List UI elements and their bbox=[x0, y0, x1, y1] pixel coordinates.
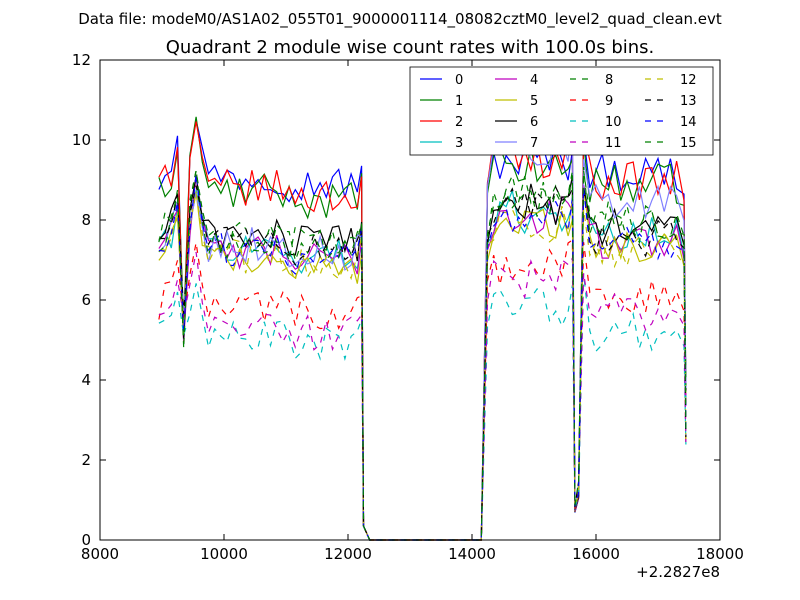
legend-label-11: 11 bbox=[605, 136, 622, 151]
x-tick-label: 14000 bbox=[448, 545, 496, 563]
y-tick-label: 4 bbox=[81, 371, 91, 389]
y-tick-label: 2 bbox=[81, 451, 91, 469]
legend-label-6: 6 bbox=[530, 115, 538, 130]
legend-label-15: 15 bbox=[680, 136, 697, 151]
y-tick-label: 10 bbox=[72, 131, 91, 149]
series-line-12 bbox=[158, 192, 687, 541]
series-line-9 bbox=[158, 238, 687, 541]
y-tick-label: 0 bbox=[81, 531, 91, 549]
x-tick-label: 16000 bbox=[572, 545, 620, 563]
legend-label-3: 3 bbox=[455, 136, 463, 151]
y-tick-label: 12 bbox=[72, 51, 91, 69]
legend-label-9: 9 bbox=[605, 94, 613, 109]
legend-label-7: 7 bbox=[530, 136, 538, 151]
legend-label-1: 1 bbox=[455, 94, 463, 109]
legend-label-10: 10 bbox=[605, 115, 622, 130]
legend-box bbox=[409, 66, 714, 156]
y-tick-label: 6 bbox=[81, 291, 91, 309]
x-tick-label: 10000 bbox=[200, 545, 248, 563]
x-tick-label: 8000 bbox=[81, 545, 119, 563]
y-tick-label: 8 bbox=[81, 211, 91, 229]
legend-label-0: 0 bbox=[455, 73, 463, 88]
legend-label-12: 12 bbox=[680, 73, 697, 88]
legend-label-5: 5 bbox=[530, 94, 538, 109]
suptitle: Data file: modeM0/AS1A02_055T01_90000011… bbox=[78, 10, 722, 29]
x-tick-label: 12000 bbox=[324, 545, 372, 563]
series-line-13 bbox=[158, 185, 687, 541]
legend-label-2: 2 bbox=[455, 115, 463, 130]
legend-label-8: 8 bbox=[605, 73, 613, 88]
legend-label-13: 13 bbox=[680, 94, 697, 109]
legend-label-14: 14 bbox=[680, 115, 697, 130]
chart-title: Quadrant 2 module wise count rates with … bbox=[166, 37, 655, 58]
legend-label-4: 4 bbox=[530, 73, 538, 88]
x-offset-label: +2.2827e8 bbox=[636, 563, 720, 581]
x-tick-label: 18000 bbox=[696, 545, 744, 563]
